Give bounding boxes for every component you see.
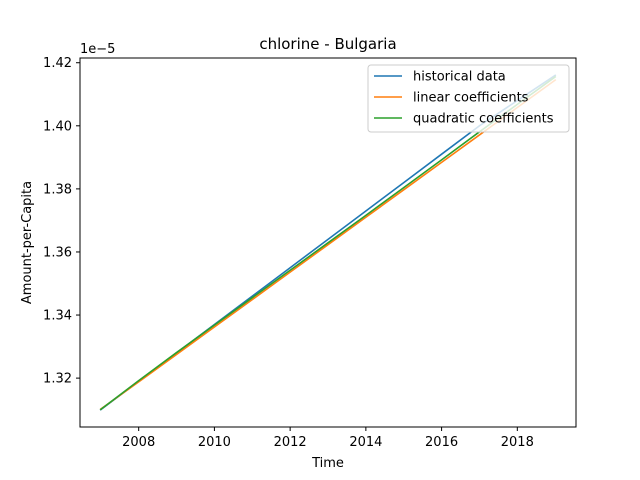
y-tick-label: 1.36 (43, 245, 72, 260)
legend-label: linear coefficients (413, 91, 529, 106)
y-tick-label: 1.32 (43, 372, 72, 387)
chart-title: chlorine - Bulgaria (259, 35, 396, 53)
x-tick-label: 2008 (122, 435, 155, 450)
y-tick-label: 1.40 (43, 119, 72, 134)
y-tick-label: 1.42 (43, 56, 72, 71)
plot-frame (79, 57, 577, 428)
x-tick-label: 2016 (425, 435, 458, 450)
y-tick-label: 1.38 (43, 182, 72, 197)
series-line-linear-coefficients (99, 78, 557, 411)
x-tick-label: 2012 (274, 435, 307, 450)
y-axis-label: Amount-per-Capita (20, 181, 35, 304)
x-tick-label: 2014 (349, 435, 382, 450)
x-axis-label: Time (311, 456, 344, 471)
y-axis: 1.32 1.34 1.36 1.38 1.40 1.42 (43, 56, 80, 387)
x-axis: 2008 2010 2012 2014 2016 2018 (122, 427, 534, 450)
y-tick-label: 1.34 (43, 309, 72, 324)
legend: historical data linear coefficients quadra… (367, 64, 570, 133)
legend-label: historical data (413, 70, 506, 85)
x-tick-label: 2010 (198, 435, 231, 450)
legend-box (367, 64, 570, 133)
legend-label: quadratic coefficients (413, 112, 554, 127)
y-offset-label: 1e−5 (80, 42, 115, 57)
x-tick-label: 2018 (501, 435, 534, 450)
